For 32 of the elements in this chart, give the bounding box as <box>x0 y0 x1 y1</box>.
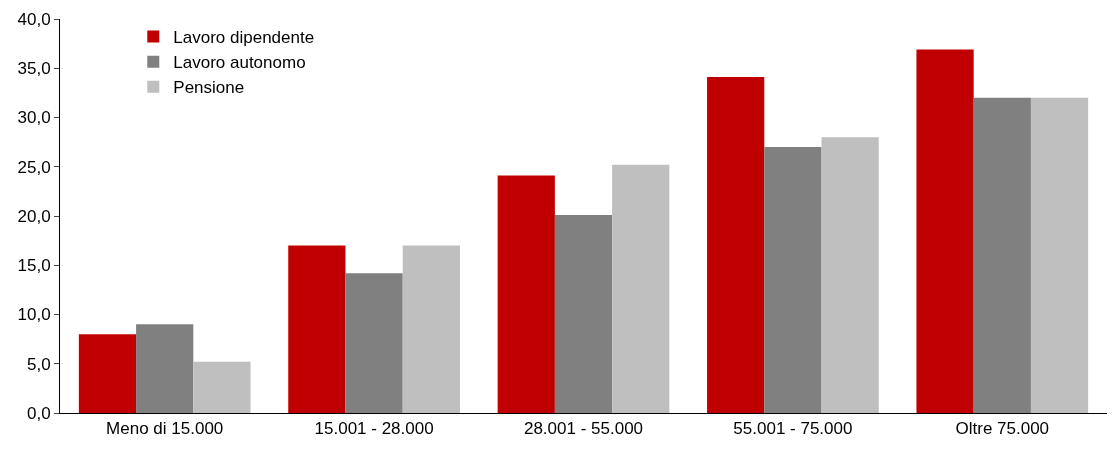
y-tick-label: 20,0 <box>17 206 51 226</box>
y-tick-label: 35,0 <box>17 59 51 79</box>
x-tick-label: Oltre 75.000 <box>955 419 1050 439</box>
bar <box>612 164 670 413</box>
bar <box>973 97 1031 413</box>
bar <box>554 215 613 413</box>
y-tick-label: 25,0 <box>17 157 51 177</box>
bar <box>345 273 403 413</box>
legend-label: Pensione <box>173 78 245 98</box>
y-tick-label: 0,0 <box>26 403 51 423</box>
bar <box>916 49 974 413</box>
y-tick-label: 5,0 <box>26 354 51 374</box>
x-tick-label: Meno di 15.000 <box>106 419 224 439</box>
bar <box>497 175 555 413</box>
bar <box>707 77 765 413</box>
legend-label: Lavoro dipendente <box>173 28 315 48</box>
legend-label: Lavoro autonomo <box>173 53 306 73</box>
bar <box>402 245 460 413</box>
y-tick-label: 40,0 <box>17 9 51 29</box>
y-tick-label: 15,0 <box>17 256 51 276</box>
x-tick-label: 55.001 - 75.000 <box>733 419 853 439</box>
bar <box>136 324 194 413</box>
bar <box>821 137 879 413</box>
x-tick-label: 15.001 - 28.000 <box>314 419 434 439</box>
x-tick-label: 28.001 - 55.000 <box>523 419 644 439</box>
bar <box>78 334 137 413</box>
bar <box>764 147 822 413</box>
bar <box>1030 97 1089 413</box>
bar <box>193 361 251 413</box>
y-tick-label: 10,0 <box>17 305 51 325</box>
bar <box>288 245 346 413</box>
y-tick-label: 30,0 <box>17 108 51 128</box>
